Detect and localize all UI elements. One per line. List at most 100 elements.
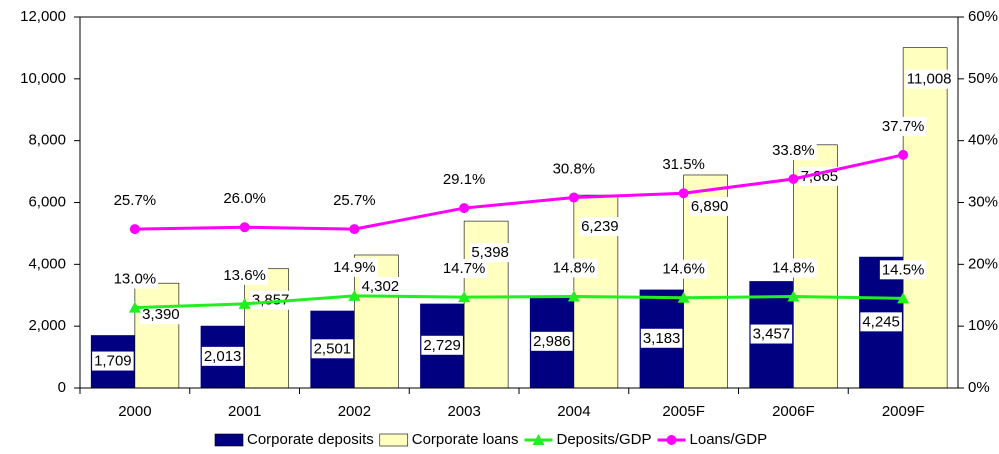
x-tick-label: 2005F <box>662 403 705 420</box>
bar <box>902 47 948 389</box>
data-label-group: 2,501 <box>311 339 354 359</box>
data-label-bg <box>249 290 292 310</box>
marker <box>788 174 799 185</box>
data-label: 5,398 <box>471 244 509 261</box>
x-tick-label: 2004 <box>557 403 590 420</box>
marker <box>568 192 579 203</box>
data-label-bg <box>221 189 268 209</box>
data-label-bg <box>331 191 378 211</box>
data-label-group: 14.6% <box>660 259 707 279</box>
data-label-bg <box>469 243 511 263</box>
y2-tick-label: 10% <box>968 317 998 334</box>
marker <box>677 291 690 303</box>
y2-tick-label: 60% <box>968 8 998 25</box>
data-label-group: 14.8% <box>770 258 817 278</box>
data-label-group: 31.5% <box>660 155 707 175</box>
data-label: 25.7% <box>333 192 376 209</box>
x-tick-label: 2000 <box>118 403 151 420</box>
legend-marker <box>666 435 677 445</box>
data-label-bg <box>111 269 159 289</box>
data-label-bg <box>770 140 817 160</box>
data-label-group: 3,857 <box>249 290 292 310</box>
data-label: 14.6% <box>662 261 705 278</box>
data-label-bg <box>201 346 244 366</box>
legend-label: Corporate loans <box>412 431 519 448</box>
data-label-group: 25.7% <box>331 191 378 211</box>
data-label-bg <box>311 339 354 359</box>
data-label-group: 4,302 <box>359 276 402 296</box>
data-label-bg <box>531 331 573 351</box>
bar <box>134 282 180 389</box>
data-label-group: 13.0% <box>111 269 159 289</box>
data-label-bg <box>660 259 707 279</box>
y2-tick-label: 0% <box>968 379 990 396</box>
y-tick-label: 8,000 <box>28 132 66 149</box>
data-label-group: 33.8% <box>770 140 817 160</box>
data-label-group: 6,890 <box>688 196 731 216</box>
marker <box>458 291 471 303</box>
legend-label: Corporate deposits <box>247 431 374 448</box>
data-label-group: 6,239 <box>579 217 621 237</box>
data-label: 3,857 <box>252 292 290 309</box>
data-label-group: 14.8% <box>550 258 598 278</box>
y2-tick-label: 40% <box>968 132 998 149</box>
data-label-bg <box>688 196 731 216</box>
data-label-group: 14.7% <box>440 259 488 279</box>
data-label-bg <box>421 335 463 355</box>
y-tick-label: 2,000 <box>28 317 66 334</box>
data-label-group: 29.1% <box>440 170 488 190</box>
y2-tick-label: 20% <box>968 255 998 272</box>
data-label-bg <box>579 217 621 237</box>
data-label-bg <box>92 351 134 371</box>
data-label-group: 11,008 <box>904 69 954 89</box>
data-label: 2,501 <box>314 340 352 357</box>
data-label: 31.5% <box>662 156 705 173</box>
data-label: 3,390 <box>142 306 180 323</box>
data-label: 33.8% <box>772 142 815 159</box>
data-label: 13.6% <box>223 267 266 284</box>
data-label-bg <box>111 191 159 211</box>
marker <box>349 224 360 235</box>
marker <box>678 188 689 199</box>
data-label: 6,890 <box>691 198 729 215</box>
data-label-group: 2,729 <box>421 335 463 355</box>
marker <box>129 224 140 235</box>
data-label-group: 25.7% <box>111 191 159 211</box>
line <box>134 294 904 310</box>
data-label-bg <box>660 155 707 175</box>
data-label-group: 1,709 <box>92 351 134 371</box>
marker <box>567 290 580 302</box>
data-label: 30.8% <box>553 161 596 178</box>
y-tick-label: 6,000 <box>28 193 66 210</box>
x-tick-label: 2009F <box>882 403 925 420</box>
data-label-group: 13.6% <box>221 265 268 285</box>
data-label-bg <box>331 257 378 277</box>
marker <box>238 297 251 309</box>
data-label-group: 2,986 <box>531 331 573 351</box>
data-label-bg <box>550 159 598 179</box>
data-label-group: 5,398 <box>469 243 511 263</box>
data-label: 3,183 <box>643 330 681 347</box>
y2-tick-label: 30% <box>968 193 998 210</box>
data-label: 2,986 <box>533 333 571 350</box>
data-label: 2,729 <box>423 337 461 354</box>
data-label-group: 14.9% <box>331 257 378 277</box>
data-label-bg <box>140 305 182 325</box>
legend-label: Loans/GDP <box>690 431 768 448</box>
data-label-group: 3,390 <box>140 305 182 325</box>
marker <box>898 149 909 160</box>
data-label-group: 14.5% <box>879 260 927 280</box>
data-label: 29.1% <box>443 171 486 188</box>
data-label: 14.7% <box>443 260 486 277</box>
marker <box>128 301 141 313</box>
y-tick-label: 0 <box>58 379 66 396</box>
data-label-bg <box>860 312 902 332</box>
data-label-bg <box>879 116 927 136</box>
x-tick-label: 2003 <box>447 403 480 420</box>
data-label-group: 4,245 <box>860 312 902 332</box>
data-label: 1,709 <box>94 353 132 370</box>
data-label-bg <box>440 170 488 190</box>
data-label-bg <box>440 259 488 279</box>
data-label-group: 30.8% <box>550 159 598 179</box>
